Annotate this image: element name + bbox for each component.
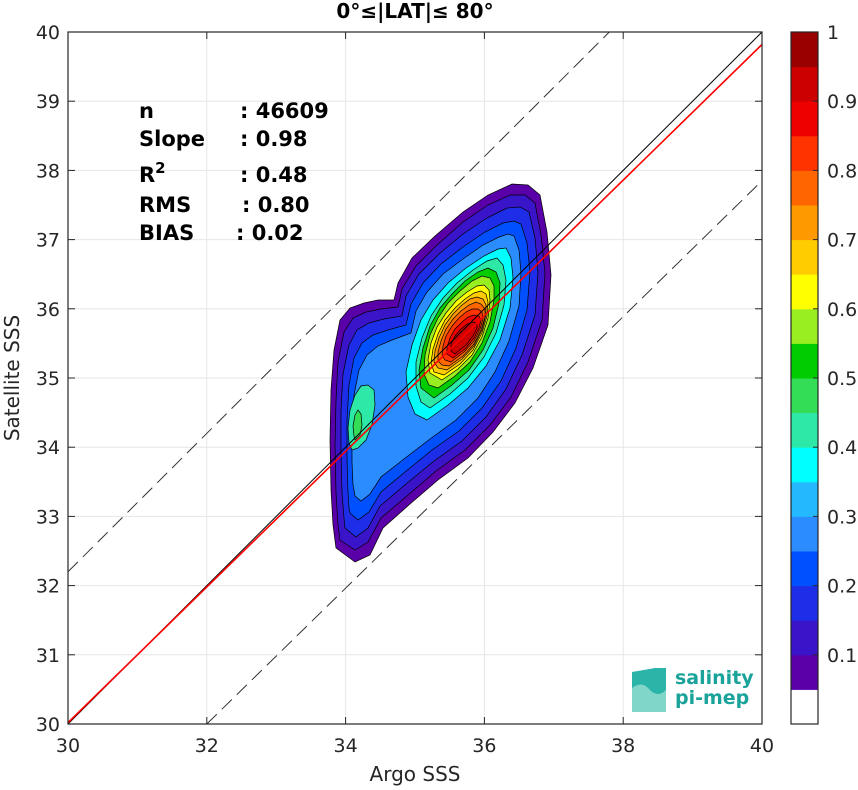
stat-label: n (139, 99, 154, 123)
stat-value: : 0.48 (240, 163, 308, 187)
colorbar-segment (791, 343, 818, 379)
colorbar-segment (791, 32, 818, 68)
x-tick-label: 32 (195, 735, 219, 757)
x-tick-label: 36 (472, 735, 496, 757)
colorbar-tick-label: 0.2 (827, 576, 857, 598)
logo-waves-icon-front (632, 684, 666, 712)
axes: 30 32 34 36 38 40 30 31 32 33 34 35 36 37 38 39 40 (36, 22, 774, 757)
colorbar-segment (791, 66, 818, 102)
stat-value: : 46609 (240, 99, 329, 123)
colorbar-tick-label: 0.8 (827, 160, 857, 182)
y-tick-label: 36 (36, 299, 60, 321)
reference-lines (68, 32, 762, 724)
stat-value: : 0.02 (236, 221, 304, 245)
stat-label: RMS (139, 193, 191, 217)
x-tick-label: 34 (334, 735, 358, 757)
y-tick-label: 34 (36, 437, 60, 459)
colorbar-tick-label: 0.6 (827, 299, 857, 321)
logo-line2: pi-mep (675, 687, 749, 709)
colorbar-segment (791, 205, 818, 241)
colorbar-segment (791, 689, 818, 725)
y-tick-label: 40 (36, 22, 60, 44)
y-tick-label: 32 (36, 576, 60, 598)
colorbar-tick-label: 0.9 (827, 91, 857, 113)
colorbar-segment (791, 135, 818, 171)
colorbar-segment (791, 654, 818, 690)
y-tick-label: 31 (36, 645, 60, 667)
colorbar-tick-label: 0.3 (827, 506, 857, 528)
stat-value: : 0.80 (242, 193, 310, 217)
colorbar-tick-label: 0.1 (827, 645, 857, 667)
colorbar-tick-label: 1 (827, 22, 839, 44)
colorbar-segment (791, 170, 818, 206)
logo-line1: salinity (675, 667, 754, 689)
colorbar: 0.1 0.2 0.3 0.4 0.5 0.6 0.7 0.8 0.9 1 (790, 22, 857, 725)
stat-label-superscript: 2 (155, 159, 165, 177)
colorbar-segment (791, 516, 818, 552)
x-tick-label: 40 (750, 735, 774, 757)
colorbar-segment (791, 481, 818, 517)
stat-value: : 0.98 (240, 127, 308, 151)
colorbar-segment (791, 378, 818, 414)
colorbar-segment (791, 551, 818, 587)
y-tick-label: 30 (36, 714, 60, 736)
upper-bound-line (68, 32, 611, 573)
lower-bound-line (206, 180, 762, 724)
colorbar-tick-label: 0.4 (827, 437, 857, 459)
colorbar-segment (791, 308, 818, 344)
colorbar-segment (791, 412, 818, 448)
y-tick-label: 33 (36, 506, 60, 528)
y-axis-label: Satellite SSS (0, 315, 24, 441)
stat-label: BIAS (139, 221, 194, 245)
colorbar-tick-label: 0.7 (827, 230, 857, 252)
colorbar-segment (791, 239, 818, 275)
x-axis-label: Argo SSS (370, 762, 461, 786)
stat-label: Slope (139, 127, 205, 151)
colorbar-tick-label: 0.5 (827, 368, 857, 390)
colorbar-segment (791, 620, 818, 656)
x-tick-label: 38 (611, 735, 635, 757)
colorbar-segment (791, 274, 818, 310)
y-tick-label: 35 (36, 368, 60, 390)
y-tick-label: 39 (36, 91, 60, 113)
salinity-pi-mep-logo: salinity pi-mep (632, 667, 754, 712)
y-tick-label: 37 (36, 230, 60, 252)
chart-title: 0°≤|LAT|≤ 80° (336, 0, 493, 23)
regression-fit-line (68, 43, 762, 724)
colorbar-segment (791, 447, 818, 483)
colorbar-segment (791, 585, 818, 621)
y-tick-label: 38 (36, 160, 60, 182)
colorbar-segment (791, 101, 818, 137)
x-tick-label: 30 (56, 735, 80, 757)
